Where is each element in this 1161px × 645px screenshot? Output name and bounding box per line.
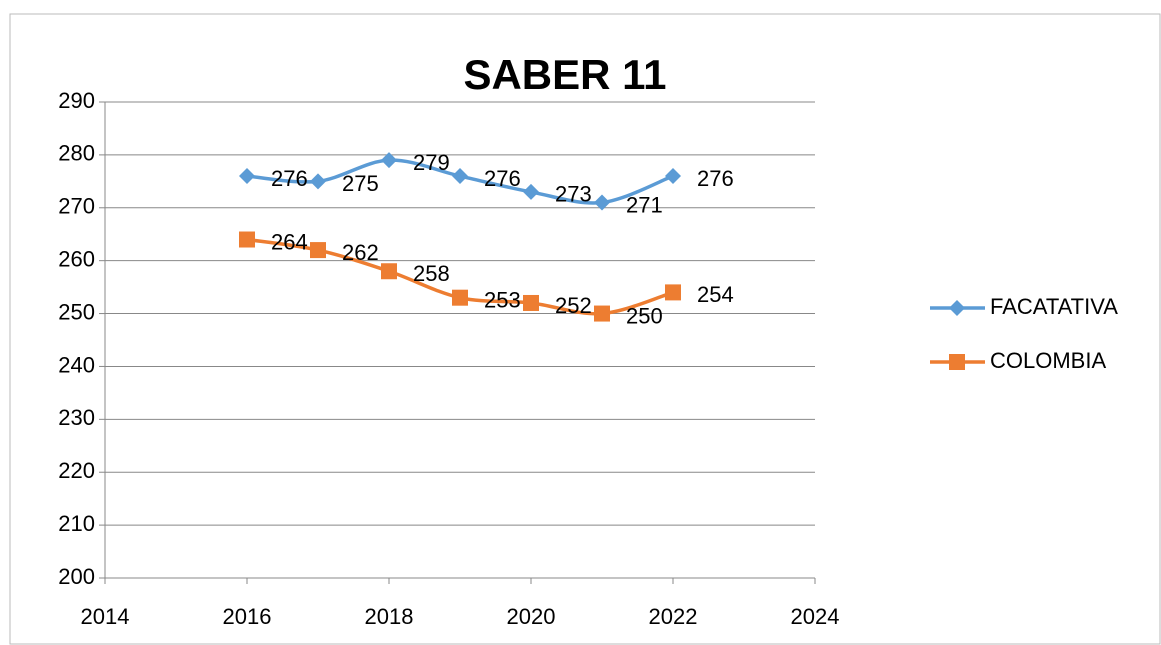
y-tick-label: 220 (58, 458, 95, 483)
legend-label: COLOMBIA (990, 348, 1106, 373)
data-label: 276 (697, 166, 734, 191)
data-label: 276 (271, 166, 308, 191)
y-tick-label: 240 (58, 352, 95, 377)
data-label: 254 (697, 282, 734, 307)
legend-label: FACATATIVA (990, 294, 1118, 319)
marker (523, 183, 539, 200)
data-label: 273 (555, 182, 592, 207)
chart-title: SABER 11 (463, 51, 666, 98)
data-label: 276 (484, 166, 521, 191)
data-label: 262 (342, 240, 379, 265)
y-tick-label: 250 (58, 299, 95, 324)
x-tick-label: 2016 (223, 604, 272, 629)
marker (452, 168, 468, 185)
x-tick-label: 2020 (507, 604, 556, 629)
x-tick-label: 2024 (791, 604, 840, 629)
data-label: 250 (626, 303, 663, 328)
y-tick-label: 210 (58, 511, 95, 536)
data-label: 258 (413, 261, 450, 286)
data-label: 264 (271, 229, 308, 254)
data-label: 271 (626, 192, 663, 217)
y-tick-label: 200 (58, 564, 95, 589)
marker (310, 242, 326, 259)
data-label: 253 (484, 288, 521, 313)
x-tick-label: 2014 (81, 604, 130, 629)
x-tick-label: 2018 (365, 604, 414, 629)
y-tick-label: 290 (58, 88, 95, 113)
marker (239, 168, 255, 185)
y-tick-label: 260 (58, 246, 95, 271)
marker (665, 168, 681, 185)
chart-frame (9, 13, 1161, 645)
marker (452, 289, 468, 306)
y-tick-label: 270 (58, 194, 95, 219)
y-tick-label: 230 (58, 405, 95, 430)
marker (381, 263, 397, 280)
data-label: 279 (413, 150, 450, 175)
marker (310, 173, 326, 190)
data-label: 275 (342, 171, 379, 196)
marker (665, 284, 681, 301)
marker (594, 194, 610, 211)
marker (239, 231, 255, 248)
y-tick-label: 280 (58, 141, 95, 166)
legend-marker (949, 300, 965, 316)
marker (381, 152, 397, 169)
x-tick-label: 2022 (649, 604, 698, 629)
marker (523, 294, 539, 311)
marker (594, 305, 610, 322)
legend-marker (949, 354, 965, 370)
data-label: 252 (555, 293, 592, 318)
